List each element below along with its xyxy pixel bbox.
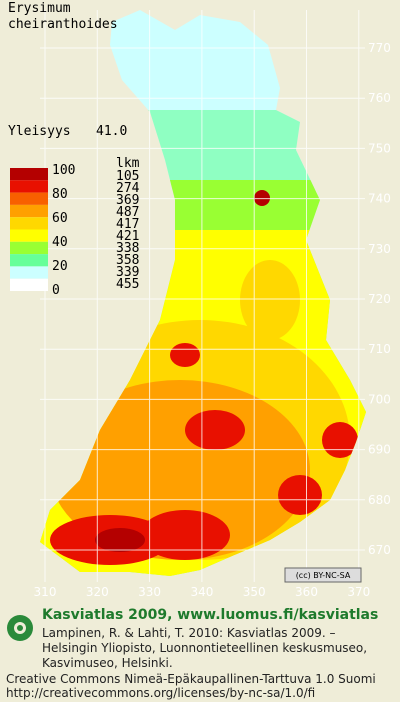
grid-label-x: 320 (86, 585, 109, 599)
scale-label: 0 (52, 283, 60, 298)
scale-label: 60 (52, 211, 68, 226)
grid-label-x: 310 (34, 585, 57, 599)
count-header: lkm (116, 156, 140, 171)
grid-label-y: 770 (368, 41, 391, 55)
grid-label-x: 350 (243, 585, 266, 599)
legend-swatch (10, 241, 48, 255)
scale-label: 80 (52, 187, 68, 202)
grid-label-y: 750 (368, 141, 391, 155)
count-label: 358 (116, 253, 139, 268)
count-label: 338 (116, 241, 139, 256)
species-genus: Erysimum (8, 1, 71, 16)
count-label: 421 (116, 229, 139, 244)
grid-label-y: 720 (368, 292, 391, 306)
grid-label-y: 730 (368, 242, 391, 256)
legend-swatch (10, 217, 48, 230)
grid-label-x: 330 (138, 585, 161, 599)
citation-line: Kasvimuseo, Helsinki. (42, 656, 173, 670)
legend-swatch (10, 168, 48, 181)
count-label: 417 (116, 217, 139, 232)
count-label: 339 (116, 265, 139, 280)
grid-label-y: 680 (368, 493, 391, 507)
frequency-label: Yleisyys (8, 124, 71, 139)
grid-label-y: 670 (368, 543, 391, 557)
species-epithet: cheiranthoides (8, 17, 118, 32)
citation-line: Helsingin Yliopisto, Luonnontieteellinen… (42, 641, 367, 655)
scale-label: 20 (52, 259, 68, 274)
grid-label-y: 740 (368, 192, 391, 206)
license-line: http://creativecommons.org/licenses/by-n… (6, 686, 315, 700)
license-badge (284, 567, 362, 583)
grid-label-x: 370 (347, 585, 370, 599)
license-badge-text: (cc) BY-NC-SA (296, 571, 351, 580)
grid-label-y: 690 (368, 443, 391, 457)
legend-swatch (10, 278, 48, 291)
scale-label: 40 (52, 235, 68, 250)
legend: 100 80 60 40 20 0 1052743694874174213383583394… (10, 163, 140, 298)
scale-label: 100 (52, 163, 75, 178)
map (40, 10, 366, 576)
license-line: Creative Commons Nimeä-Epäkaupallinen-Ta… (6, 672, 376, 686)
grid-label-y: 760 (368, 91, 391, 105)
legend-swatch (10, 180, 48, 193)
logo (7, 615, 33, 641)
count-label: 455 (116, 277, 139, 292)
legend-swatch (10, 254, 48, 267)
footer-heading: Kasviatlas 2009, www.luomus.fi/kasviatla… (42, 607, 378, 623)
count-label: 105 (116, 169, 139, 184)
legend-swatch (10, 229, 48, 242)
legend-swatch (10, 204, 48, 218)
frequency-value: 41.0 (96, 124, 127, 139)
legend-swatch (10, 192, 48, 205)
grid-label-y: 700 (368, 392, 391, 406)
grid-label-x: 340 (190, 585, 213, 599)
count-label: 487 (116, 205, 139, 220)
count-label: 369 (116, 193, 139, 208)
count-label: 274 (116, 181, 140, 196)
citation-line: Lampinen, R. & Lahti, T. 2010: Kasviatla… (42, 626, 336, 640)
grid-label-y: 710 (368, 342, 391, 356)
grid-lines (40, 10, 365, 582)
legend-swatch (10, 266, 48, 279)
grid-label-x: 360 (295, 585, 318, 599)
